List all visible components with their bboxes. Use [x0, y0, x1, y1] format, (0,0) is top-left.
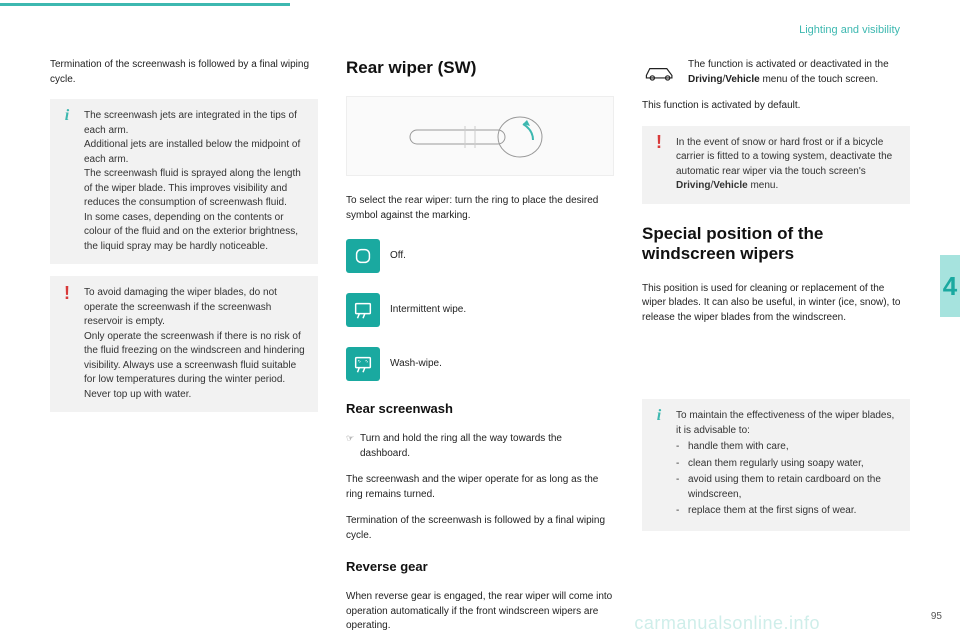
info-box-maintain: i To maintain the effectiveness of the w… [642, 399, 910, 531]
top-accent-teal [0, 3, 290, 6]
info-icon: i [58, 107, 76, 125]
off-symbol-icon [346, 239, 380, 273]
list-item: handle them with care, [688, 440, 900, 455]
intermittent-symbol-icon [346, 293, 380, 327]
car-note-d: Vehicle [725, 74, 759, 85]
intermittent-label: Intermittent wipe. [390, 303, 466, 318]
activated-default: This function is activated by default. [642, 99, 910, 114]
car-note-text: The function is activated or deactivated… [688, 58, 910, 87]
wiper-stalk-figure [346, 96, 614, 176]
washwipe-label: Wash-wipe. [390, 357, 442, 372]
list-item: replace them at the first signs of wear. [688, 504, 900, 519]
special-position-desc: This position is used for cleaning or re… [642, 282, 910, 326]
page-number: 95 [931, 611, 942, 622]
column-right: The function is activated or deactivated… [642, 58, 910, 634]
column-left: Termination of the screenwash is followe… [50, 58, 318, 634]
blank-space [642, 337, 910, 387]
symbol-row-intermittent: Intermittent wipe. [346, 293, 614, 327]
rear-screenwash-p1: The screenwash and the wiper operate for… [346, 473, 614, 502]
warning-box-snow: ! In the event of snow or hard frost or … [642, 126, 910, 204]
car-note-e: menu of the touch screen. [760, 74, 878, 85]
warning-icon: ! [58, 284, 76, 302]
info-maintain-list: handle them with care, clean them regula… [676, 440, 900, 519]
rear-screenwash-heading: Rear screenwash [346, 401, 614, 416]
car-note-b: Driving [688, 74, 722, 85]
warn-a: In the event of snow or hard frost or if… [676, 137, 892, 177]
washwipe-symbol-icon [346, 347, 380, 381]
rear-wiper-heading: Rear wiper (SW) [346, 58, 614, 78]
info-icon: i [650, 407, 668, 425]
list-item: clean them regularly using soapy water, [688, 457, 900, 472]
page-content: Termination of the screenwash is followe… [0, 8, 960, 644]
warn-b: Driving [676, 180, 710, 191]
special-position-heading: Special position of the windscreen wiper… [642, 224, 910, 264]
watermark: carmanualsonline.info [634, 613, 820, 634]
symbol-row-washwipe: Wash-wipe. [346, 347, 614, 381]
chapter-tab: 4 [940, 255, 960, 317]
stalk-illustration-icon [405, 106, 555, 166]
warn-e: menu. [748, 180, 779, 191]
car-note-row: The function is activated or deactivated… [642, 58, 910, 87]
reverse-gear-heading: Reverse gear [346, 559, 614, 574]
warn-d: Vehicle [713, 180, 747, 191]
car-note-a: The function is activated or deactivated… [688, 59, 889, 70]
intro-paragraph: Termination of the screenwash is followe… [50, 58, 318, 87]
top-accent-bar [0, 0, 960, 8]
column-middle: Rear wiper (SW) To select the rear wiper… [346, 58, 614, 634]
car-icon [642, 58, 678, 86]
info-maintain-lead: To maintain the effectiveness of the wip… [676, 410, 894, 436]
rear-screenwash-p2: Termination of the screenwash is followe… [346, 514, 614, 543]
warning-snow-text: In the event of snow or hard frost or if… [676, 137, 892, 192]
warning-box-blades: ! To avoid damaging the wiper blades, do… [50, 276, 318, 412]
warning-icon: ! [650, 134, 668, 152]
reverse-gear-p: When reverse gear is engaged, the rear w… [346, 590, 614, 634]
rear-wiper-desc: To select the rear wiper: turn the ring … [346, 194, 614, 223]
info-box-text: The screenwash jets are integrated in th… [84, 110, 301, 252]
info-maintain-body: To maintain the effectiveness of the wip… [676, 409, 900, 519]
list-item: avoid using them to retain cardboard on … [688, 473, 900, 502]
section-header: Lighting and visibility [799, 24, 900, 36]
info-box-jets: i The screenwash jets are integrated in … [50, 99, 318, 264]
warning-box-text: To avoid damaging the wiper blades, do n… [84, 287, 305, 400]
off-label: Off. [390, 249, 406, 264]
rear-screenwash-bullet: Turn and hold the ring all the way towar… [346, 432, 614, 461]
symbol-row-off: Off. [346, 239, 614, 273]
